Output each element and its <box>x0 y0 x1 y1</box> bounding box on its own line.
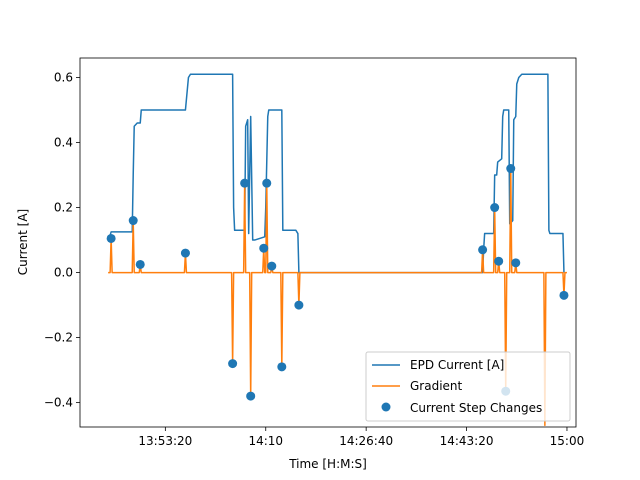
ticks-layer: 13:53:20 14:10 14:26:40 14:43:20 15:00 −0.4 −0… <box>44 71 584 448</box>
step-change-point-4 <box>180 248 190 258</box>
y-axis-title: Current [A] <box>16 209 30 275</box>
x-tick-label-2: 14:10 <box>248 434 283 448</box>
step-change-point-2 <box>128 216 138 226</box>
step-change-point-15 <box>494 256 504 266</box>
step-change-point-1 <box>106 233 116 243</box>
step-change-point-7 <box>246 391 256 401</box>
legend-label-current: EPD Current [A] <box>410 358 504 372</box>
x-axis-title: Time [H:M:S] <box>288 457 367 471</box>
step-change-point-10 <box>267 261 277 271</box>
step-change-point-6 <box>240 178 250 188</box>
x-tick-label-1: 13:53:20 <box>138 434 192 448</box>
step-change-point-11 <box>277 362 287 372</box>
step-change-point-14 <box>490 203 500 213</box>
step-change-point-12 <box>294 300 304 310</box>
series-line-epd-current <box>108 73 565 274</box>
series-line-gradient <box>108 167 567 427</box>
legend-label-gradient: Gradient <box>410 379 463 393</box>
series-layer <box>106 73 569 427</box>
x-tick-label-3: 14:26:40 <box>339 434 393 448</box>
y-tick-label-6: 0.6 <box>54 71 73 85</box>
legend-box <box>365 351 571 422</box>
step-change-point-8 <box>259 243 269 253</box>
step-change-point-9 <box>262 178 272 188</box>
y-tick-label-4: 0.2 <box>54 201 73 215</box>
legend-label-steps: Current Step Changes <box>410 401 542 415</box>
plot-frame <box>79 57 577 428</box>
step-change-point-5 <box>228 359 238 369</box>
step-change-point-3 <box>135 259 145 269</box>
step-change-point-19 <box>559 290 569 300</box>
legend-swatch-steps <box>381 402 391 412</box>
y-tick-label-5: 0.4 <box>54 136 73 150</box>
x-tick-label-4: 14:43:20 <box>440 434 494 448</box>
step-change-point-17 <box>506 164 516 174</box>
y-tick-label-1: −0.4 <box>44 396 73 410</box>
y-tick-label-3: 0.0 <box>54 266 73 280</box>
x-tick-label-5: 15:00 <box>550 434 585 448</box>
step-change-point-18 <box>511 258 521 268</box>
step-change-point-13 <box>478 245 488 255</box>
y-tick-label-2: −0.2 <box>44 331 73 345</box>
legend: EPD Current [A] Gradient Current Step Ch… <box>365 351 571 422</box>
